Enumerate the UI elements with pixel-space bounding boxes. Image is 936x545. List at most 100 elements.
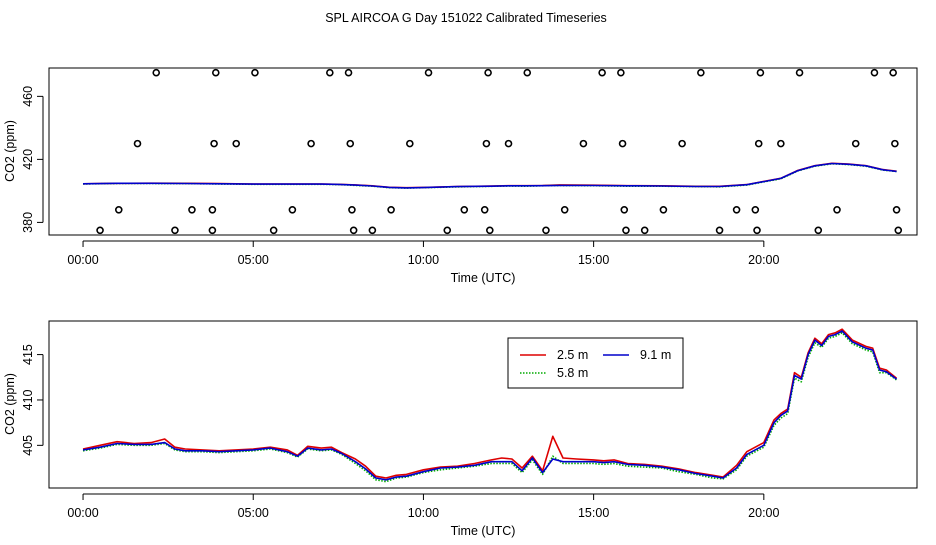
plot-area-frame [48,320,918,489]
legend-box [507,337,684,389]
y-axis-label: CO2 (ppm) [3,373,17,435]
series-line-5.8m [82,332,898,483]
x-tick-label: 05:00 [238,506,269,520]
qc-point [211,68,220,77]
qc-point [523,68,532,77]
qc-point [288,205,297,214]
legend-label-2.5m: 2.5 m [557,348,588,362]
qc-point [732,205,741,214]
qc-point [152,68,161,77]
qc-point [346,139,355,148]
series-line-9.1m [82,330,898,481]
qc-point [188,205,196,214]
qc-point [753,226,761,235]
qc-point [348,205,356,214]
qc-point [424,68,433,77]
x-tick-label: 15:00 [578,506,609,520]
qc-point [870,68,879,77]
qc-point [892,205,901,214]
y-tick-label: 405 [21,435,35,456]
qc-point [618,139,627,148]
qc-point [504,139,513,148]
qc-point [579,139,588,148]
qc-point [208,226,217,235]
qc-point [715,226,724,235]
qc-point [697,68,705,77]
x-tick-label: 00:00 [67,506,98,520]
qc-point [889,68,897,77]
qc-point [617,68,625,77]
y-tick-label: 380 [21,212,35,233]
qc-point [387,205,395,214]
y-tick-label: 410 [21,389,35,410]
x-tick-label: 10:00 [408,253,439,267]
qc-point [96,226,104,235]
qc-point [133,139,142,148]
qc-point [480,205,489,214]
qc-point [814,226,823,235]
qc-point [482,139,491,148]
qc-point [598,68,606,77]
qc-point [210,139,218,148]
x-tick-label: 00:00 [67,253,98,267]
legend-label-9.1m: 9.1 m [640,348,671,362]
qc-point [460,205,469,214]
qc-point [326,68,334,77]
qc-point [251,68,259,77]
co2-qc-scatter-panel: 00:00 05:00 10:00 15:00 20:00 380 420 460 Time… [3,67,918,285]
legend: 2.5 m 5.8 m 9.1 m [507,337,684,389]
qc-point [795,68,804,77]
series-layer [82,162,897,189]
qc-point [560,205,569,214]
qc-point [659,205,668,214]
qc-point [756,68,765,77]
qc-point [443,226,452,235]
page-title: SPL AIRCOA G Day 151022 Calibrated Times… [325,11,607,25]
x-tick-label: 20:00 [748,506,779,520]
qc-point [542,226,550,235]
qc-point [368,226,377,235]
y-tick-label: 420 [21,149,35,170]
x-axis-label: Time (UTC) [451,271,516,285]
co2-timeseries-panel: 00:00 05:00 10:00 15:00 20:00 405 410 415 Time… [3,320,918,538]
qc-point [678,139,686,148]
x-axis-label: Time (UTC) [451,524,516,538]
series-line-9.1m [82,162,897,189]
qc-point [307,139,315,148]
series-line-2.5m [82,328,898,479]
plot-area-frame [48,67,918,236]
qc-points-layer [96,68,903,235]
qc-point [833,205,841,214]
qc-point [777,139,785,148]
qc-point [754,139,763,148]
qc-point [484,68,492,77]
x-tick-label: 20:00 [748,253,779,267]
qc-point [620,205,629,214]
y-axis: 405 410 415 [21,344,44,456]
x-tick-label: 10:00 [408,506,439,520]
qc-point [891,139,899,148]
qc-point [622,226,630,235]
y-axis-label: CO2 (ppm) [3,120,17,182]
y-tick-label: 415 [21,344,35,365]
qc-point [208,205,217,214]
qc-point [751,205,760,214]
x-tick-label: 05:00 [238,253,269,267]
series-layer [82,328,898,483]
qc-point [851,139,860,148]
y-tick-label: 460 [21,86,35,107]
qc-point [171,226,179,235]
qc-point [486,226,494,235]
qc-point [114,205,123,214]
y-axis: 380 420 460 [21,86,44,233]
x-axis: 00:00 05:00 10:00 15:00 20:00 [67,493,780,520]
x-axis: 00:00 05:00 10:00 15:00 20:00 [67,240,780,267]
qc-point [640,226,649,235]
qc-point [349,226,358,235]
x-tick-label: 15:00 [578,253,609,267]
qc-point [406,139,414,148]
qc-point [344,68,353,77]
legend-label-5.8m: 5.8 m [557,366,588,380]
qc-point [269,226,278,235]
